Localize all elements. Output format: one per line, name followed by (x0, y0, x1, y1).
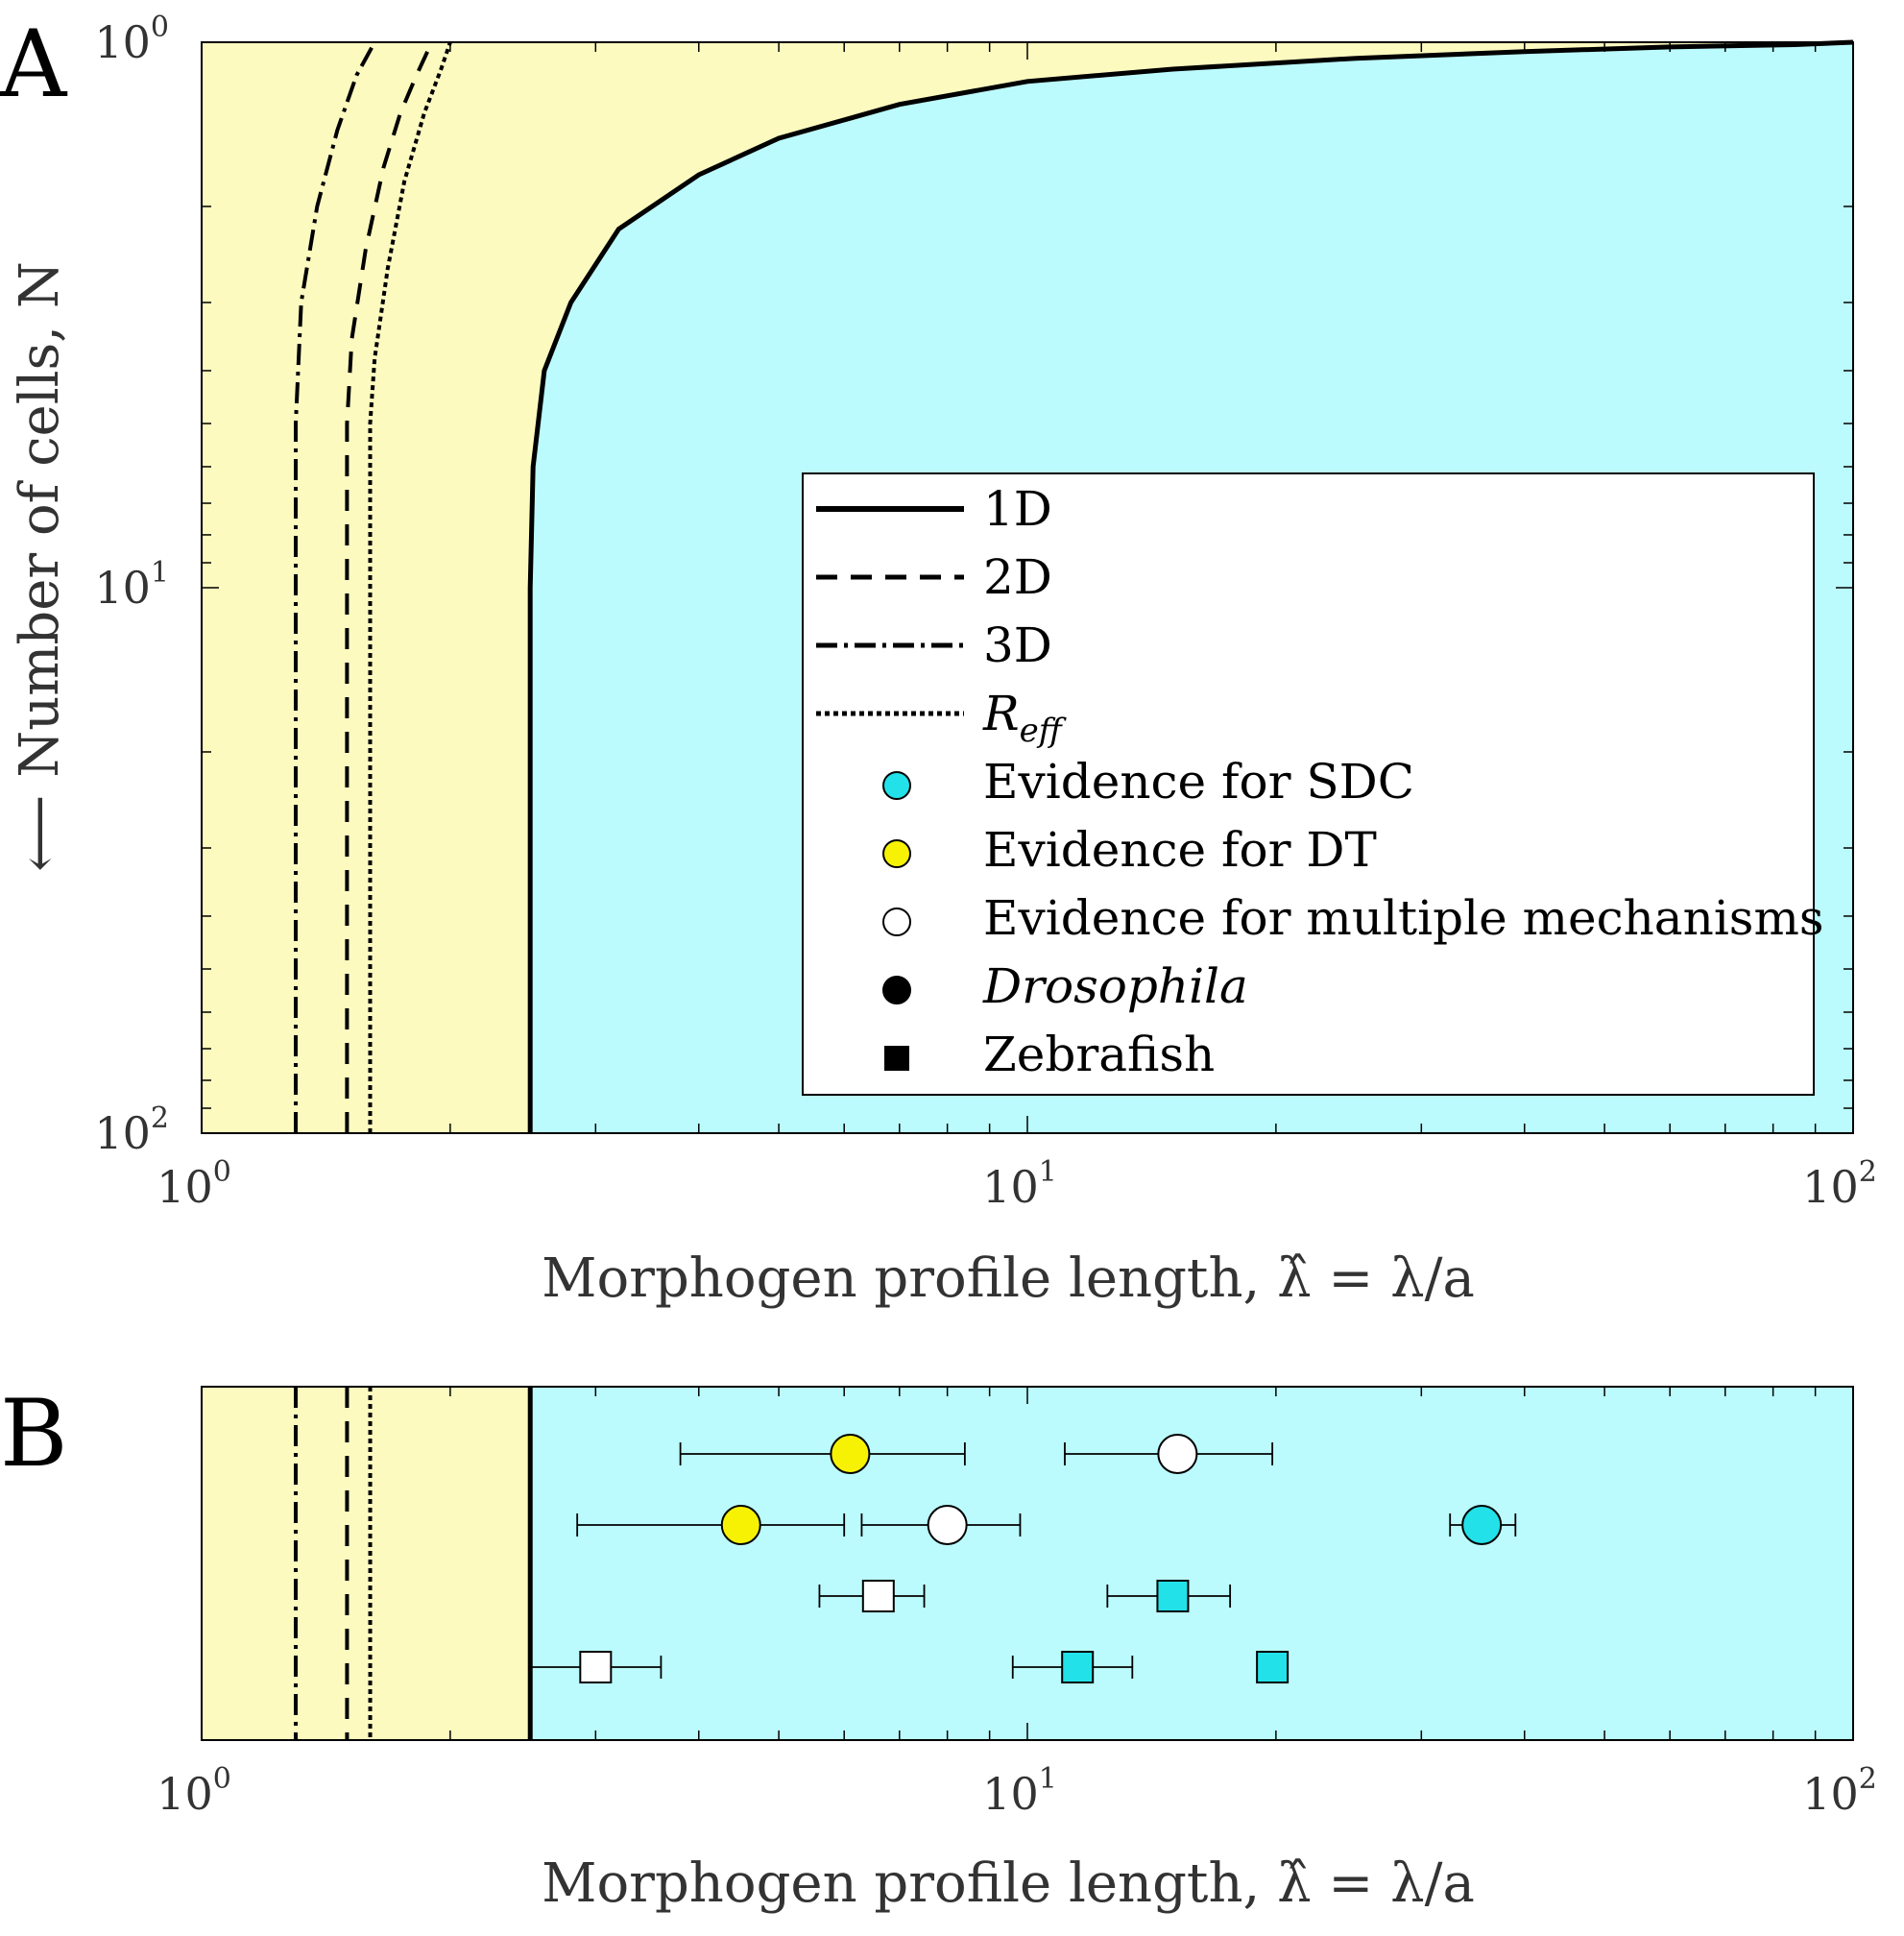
data-point-circle (1461, 1505, 1503, 1545)
legend-label: Drosophila (982, 958, 1248, 1014)
legend-label: 1D (983, 481, 1052, 537)
data-point-square (1156, 1580, 1190, 1612)
x-tick-label-b: 100 (157, 1762, 231, 1820)
x-tick-label-a: 100 (157, 1155, 231, 1213)
data-point-circle (927, 1505, 968, 1545)
legend-box (802, 472, 1815, 1096)
data-point-square (861, 1580, 895, 1612)
data-point-circle (1157, 1434, 1198, 1474)
legend-label: Evidence for SDC (983, 754, 1414, 810)
x-axis-label-b: Morphogen profile length, λ̂ = λ/a (542, 1852, 1475, 1915)
legend-marker-circle (882, 839, 911, 868)
boundary-line-r-eff (368, 41, 452, 1133)
legend-marker-circle (882, 976, 911, 1004)
data-point-circle (830, 1434, 871, 1474)
x-tick-label-b: 102 (1802, 1762, 1877, 1820)
panel-label-b: B (0, 1380, 68, 1488)
x-tick-label-a: 101 (982, 1155, 1057, 1213)
dt-region-b (202, 1387, 531, 1740)
legend-label: Zebrafish (983, 1027, 1215, 1082)
x-tick-label-a: 102 (1802, 1155, 1877, 1213)
data-point-circle (720, 1505, 761, 1545)
legend-label: Evidence for DT (983, 822, 1377, 878)
legend-marker-circle (882, 771, 911, 800)
x-axis-label-a: Morphogen profile length, λ̂ = λ/a (542, 1247, 1475, 1310)
panel-b-chart: 100 101 102 (157, 1386, 1877, 1820)
data-point-square (579, 1651, 613, 1683)
boundary-line-3d (294, 41, 376, 1133)
y-tick-label-a: 100 (94, 11, 169, 68)
boundary-line-1d (527, 39, 1854, 1133)
legend-marker-circle (882, 908, 911, 936)
data-point-square (1256, 1651, 1289, 1683)
x-tick-label-b: 101 (982, 1762, 1057, 1820)
legend-label: Evidence for multiple mechanisms (983, 890, 1824, 946)
legend-label: 2D (983, 549, 1052, 605)
data-point-square (1061, 1651, 1095, 1683)
panel-label-a: A (0, 11, 68, 118)
y-tick-label-a: 102 (94, 1101, 169, 1159)
legend-label: 3D (983, 617, 1052, 673)
legend-marker-square (884, 1046, 909, 1071)
y-axis-label-a: ⟵ Number of cells, N (9, 261, 71, 872)
y-tick-label-a: 101 (94, 556, 169, 614)
